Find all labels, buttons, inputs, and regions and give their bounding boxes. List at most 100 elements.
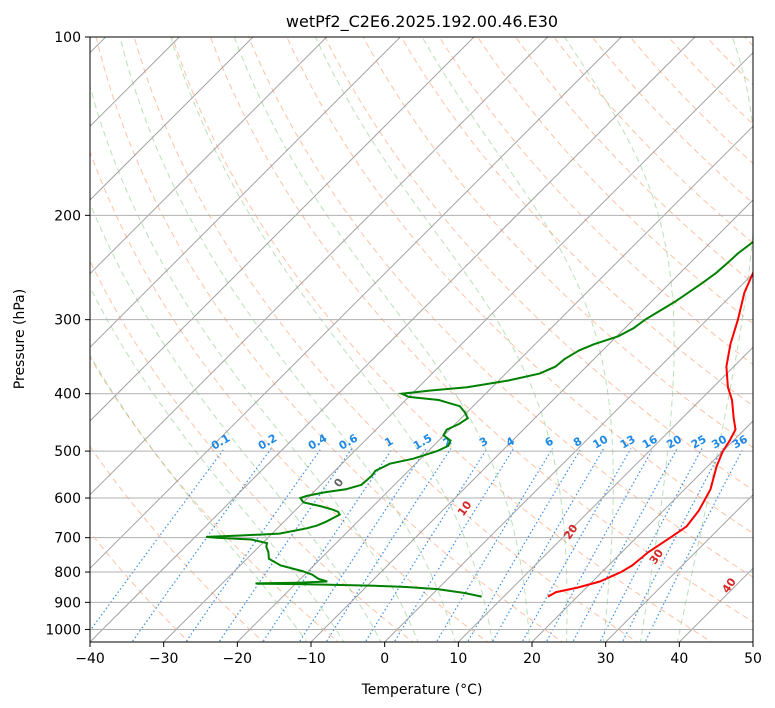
y-tick-label: 1000 bbox=[45, 622, 81, 638]
dry-adiabat bbox=[744, 37, 753, 47]
y-tick-label: 100 bbox=[54, 30, 81, 46]
isotherm bbox=[90, 37, 622, 570]
isotherm bbox=[163, 51, 753, 642]
x-tick-label: 10 bbox=[449, 651, 467, 667]
x-axis-label: Temperature (°C) bbox=[361, 682, 483, 698]
moist-adiabat-label: 40 bbox=[719, 575, 739, 595]
isotherm bbox=[90, 37, 254, 201]
y-tick-label: 600 bbox=[54, 491, 81, 507]
dry-adiabat bbox=[90, 445, 265, 642]
x-tick-label: 40 bbox=[670, 651, 688, 667]
x-tick-label: −10 bbox=[296, 651, 326, 667]
mixing-ratio-line bbox=[521, 448, 632, 642]
mixing-ratio-line bbox=[262, 448, 393, 642]
chart-title: wetPf2_C2E6.2025.192.00.46.E30 bbox=[286, 12, 558, 32]
x-tick-label: 30 bbox=[597, 651, 615, 667]
y-tick-label: 300 bbox=[54, 313, 81, 329]
y-tick-label: 700 bbox=[54, 531, 81, 547]
mixing-ratio-line bbox=[131, 448, 272, 642]
isotherm bbox=[384, 272, 753, 642]
mixing-ratio-label: 20 bbox=[664, 432, 684, 451]
y-tick-label: 400 bbox=[54, 387, 81, 403]
moist-adiabat bbox=[90, 202, 382, 642]
mixing-ratio-line bbox=[466, 448, 582, 642]
dry-adiabat bbox=[324, 37, 753, 491]
y-tick-label: 900 bbox=[54, 595, 81, 611]
mixing-ratio-label: 3 bbox=[477, 435, 490, 450]
moist-adiabat bbox=[90, 354, 308, 642]
dry-adiabat bbox=[438, 37, 753, 366]
isotherm bbox=[236, 125, 753, 642]
mixing-ratio-line bbox=[185, 448, 322, 642]
moist-adiabat bbox=[170, 37, 493, 642]
profile-layer bbox=[206, 240, 753, 598]
dry-adiabat bbox=[400, 37, 753, 407]
mixing-ratio-line bbox=[298, 448, 427, 642]
dry-adiabat bbox=[667, 37, 753, 125]
isotherm bbox=[605, 493, 753, 642]
x-tick-label: −30 bbox=[149, 651, 179, 667]
mixing-ratio-line bbox=[572, 448, 678, 642]
isotherm bbox=[90, 37, 549, 496]
temperature-line bbox=[547, 270, 753, 598]
plot-frame bbox=[89, 36, 754, 643]
mixing-ratio-line bbox=[599, 448, 703, 642]
dry-adiabat bbox=[90, 356, 340, 642]
isopleth-labels: -100-90-80-70-60-50-40-30-20-100.10.20.4… bbox=[209, 431, 750, 595]
dry-adiabat bbox=[286, 37, 753, 534]
mixing-ratio-label: 10 bbox=[591, 432, 611, 451]
x-tick-label: −40 bbox=[75, 651, 105, 667]
mixing-ratio-label: 25 bbox=[689, 433, 709, 452]
isotherm bbox=[678, 567, 753, 642]
mixing-ratio-label: 30 bbox=[709, 432, 729, 451]
dry-adiabat bbox=[515, 37, 753, 284]
mixing-ratio-line bbox=[393, 448, 515, 642]
isotherm bbox=[90, 37, 328, 275]
x-tick-label: 0 bbox=[380, 651, 389, 667]
isotherm bbox=[531, 420, 753, 642]
mixing-ratio-line bbox=[325, 448, 452, 642]
isotherm bbox=[310, 199, 753, 642]
grid-layer bbox=[90, 24, 775, 645]
isotherm bbox=[457, 346, 753, 642]
y-tick-label: 800 bbox=[54, 565, 81, 581]
mixing-ratio-label: 1.5 bbox=[411, 432, 434, 453]
isotherm bbox=[90, 37, 696, 642]
mixing-ratio-label: 8 bbox=[571, 435, 584, 450]
moist-adiabat bbox=[90, 84, 419, 642]
dry-adiabat bbox=[90, 259, 414, 642]
isotherm bbox=[90, 37, 475, 422]
moist-adiabat bbox=[314, 37, 568, 642]
isotherm bbox=[752, 641, 753, 642]
mixing-ratio-label: 1 bbox=[382, 435, 395, 450]
x-tick-label: −20 bbox=[223, 651, 253, 667]
moist-adiabat-label: 0 bbox=[331, 476, 346, 490]
mixing-ratio-label: 6 bbox=[543, 434, 556, 449]
y-axis-label: Pressure (hPa) bbox=[12, 289, 28, 389]
y-tick-label: 200 bbox=[54, 208, 81, 224]
mixing-ratio-line bbox=[435, 448, 554, 642]
mixing-ratio-line bbox=[545, 448, 654, 642]
mixing-ratio-label: 16 bbox=[640, 432, 660, 451]
dry-adiabat bbox=[770, 24, 775, 645]
mixing-ratio-line bbox=[364, 448, 488, 642]
y-axis: 100 200 300 400 500 600 700 800 900 1000 bbox=[45, 30, 90, 638]
x-tick-label: 50 bbox=[744, 651, 762, 667]
dry-adiabat bbox=[90, 150, 489, 642]
mixing-ratio-line bbox=[218, 448, 353, 642]
x-tick-label: 20 bbox=[523, 651, 541, 667]
x-axis: −40 −30 −20 −10 0 10 20 30 40 50 bbox=[75, 642, 762, 667]
dry-adiabat bbox=[705, 37, 753, 86]
mixing-ratio-line bbox=[644, 448, 744, 642]
isotherm bbox=[90, 37, 401, 349]
mixing-ratio-label: 0.2 bbox=[256, 432, 279, 453]
dry-adiabat bbox=[90, 531, 190, 642]
moist-adiabat bbox=[421, 37, 614, 642]
y-tick-label: 500 bbox=[54, 444, 81, 460]
dry-adiabat bbox=[133, 37, 638, 642]
moist-adiabat-label: 20 bbox=[561, 522, 581, 542]
mixing-ratio-label: 0.4 bbox=[306, 431, 330, 452]
mixing-ratio-line bbox=[621, 448, 723, 642]
dewpoint-line bbox=[206, 240, 753, 598]
